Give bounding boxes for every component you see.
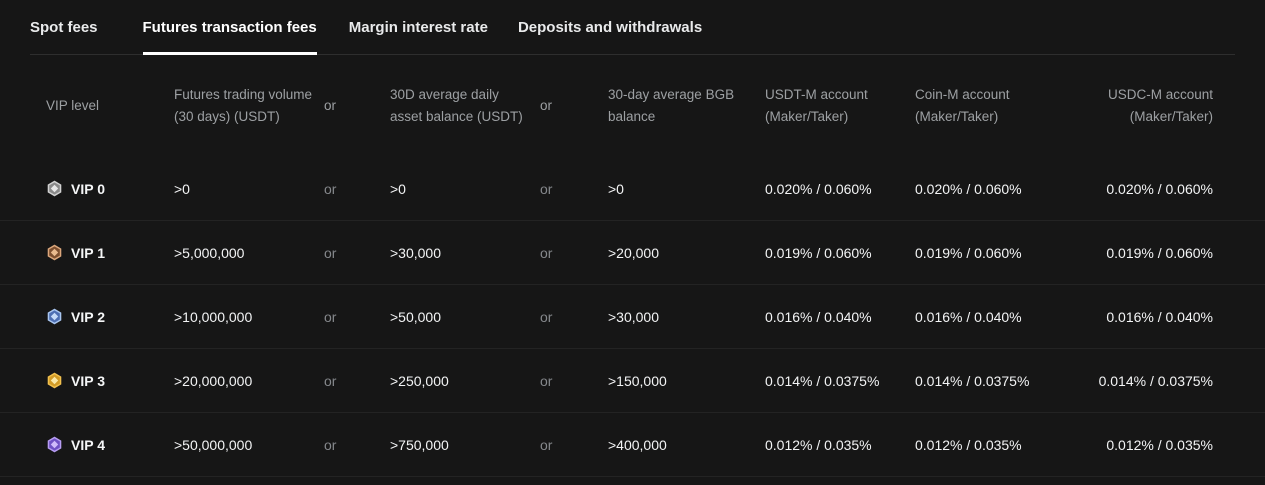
or-text: or <box>324 180 337 197</box>
vip-badge-icon <box>47 180 62 197</box>
usdtm-fee-value: 0.014% / 0.0375% <box>765 372 880 389</box>
bgb-balance-value: >0 <box>608 180 624 197</box>
usdcm-fee-value: 0.016% / 0.040% <box>1106 308 1213 325</box>
header-vip-level: VIP level <box>46 98 100 113</box>
table-row: VIP 4 >50,000,000 or >750,000 or >400,00… <box>0 413 1265 477</box>
asset-balance-value: >30,000 <box>390 244 441 261</box>
header-usdcm-account: USDC-M account (Maker/Taker) <box>1107 87 1213 124</box>
vip-tier-label: VIP 1 <box>71 244 105 261</box>
vip-tier-cell: VIP 4 <box>46 436 174 453</box>
vip-tier-cell: VIP 1 <box>46 244 174 261</box>
vip-tier-label: VIP 2 <box>71 308 105 325</box>
fees-tab-bar: Spot fees Futures transaction fees Margi… <box>0 0 1265 55</box>
vip-badge-icon <box>47 436 62 453</box>
tab-label: Futures transaction fees <box>142 19 317 36</box>
fees-table-body: VIP 0 >0 or >0 or >0 0.020% / 0.060% 0.0… <box>0 157 1265 477</box>
tab-label: Margin interest rate <box>348 19 488 36</box>
table-row: VIP 0 >0 or >0 or >0 0.020% / 0.060% 0.0… <box>0 157 1265 221</box>
or-text: or <box>540 180 553 197</box>
usdtm-fee-value: 0.016% / 0.040% <box>765 308 872 325</box>
tab-spot-fees[interactable]: Spot fees <box>30 0 98 55</box>
table-row: VIP 1 >5,000,000 or >30,000 or >20,000 0… <box>0 221 1265 285</box>
coinm-fee-value: 0.016% / 0.040% <box>915 308 1022 325</box>
usdcm-fee-value: 0.012% / 0.035% <box>1106 436 1213 453</box>
asset-balance-value: >50,000 <box>390 308 441 325</box>
vip-tier-label: VIP 4 <box>71 436 105 453</box>
table-row: VIP 2 >10,000,000 or >50,000 or >30,000 … <box>0 285 1265 349</box>
futures-volume-value: >20,000,000 <box>174 372 253 389</box>
tab-margin-interest-rate[interactable]: Margin interest rate <box>349 0 488 55</box>
vip-tier-label: VIP 0 <box>71 180 105 197</box>
vip-tier-cell: VIP 3 <box>46 372 174 389</box>
asset-balance-value: >0 <box>390 180 406 197</box>
vip-tier-cell: VIP 2 <box>46 308 174 325</box>
bgb-balance-value: >30,000 <box>608 308 659 325</box>
or-text: or <box>540 244 553 261</box>
table-row: VIP 3 >20,000,000 or >250,000 or >150,00… <box>0 349 1265 413</box>
header-30d-average-asset-balance: 30D average daily asset balance (USDT) <box>390 87 523 124</box>
coinm-fee-value: 0.012% / 0.035% <box>915 436 1022 453</box>
or-text: or <box>324 308 337 325</box>
asset-balance-value: >250,000 <box>390 372 449 389</box>
vip-badge-icon <box>47 244 62 261</box>
vip-badge-icon <box>47 308 62 325</box>
tab-deposits-and-withdrawals[interactable]: Deposits and withdrawals <box>518 0 702 55</box>
or-text: or <box>324 436 337 453</box>
bgb-balance-value: >150,000 <box>608 372 667 389</box>
bgb-balance-value: >20,000 <box>608 244 659 261</box>
active-tab-underline <box>142 52 317 55</box>
header-futures-trading-volume: Futures trading volume (30 days) (USDT) <box>174 87 313 124</box>
vip-tier-label: VIP 3 <box>71 372 105 389</box>
or-text: or <box>324 372 337 389</box>
asset-balance-value: >750,000 <box>390 436 449 453</box>
or-text: or <box>540 436 553 453</box>
header-or-2: or <box>540 98 553 113</box>
coinm-fee-value: 0.019% / 0.060% <box>915 244 1022 261</box>
usdcm-fee-value: 0.014% / 0.0375% <box>1098 372 1213 389</box>
futures-volume-value: >50,000,000 <box>174 436 253 453</box>
header-or-1: or <box>324 98 337 113</box>
vip-tier-cell: VIP 0 <box>46 180 174 197</box>
or-text: or <box>540 308 553 325</box>
coinm-fee-value: 0.014% / 0.0375% <box>915 372 1030 389</box>
tab-label: Spot fees <box>30 19 98 36</box>
or-text: or <box>324 244 337 261</box>
usdcm-fee-value: 0.020% / 0.060% <box>1106 180 1213 197</box>
or-text: or <box>540 372 553 389</box>
usdcm-fee-value: 0.019% / 0.060% <box>1106 244 1213 261</box>
header-30d-average-bgb-balance: 30-day average BGB balance <box>608 87 735 124</box>
vip-badge-icon <box>47 372 62 389</box>
header-usdtm-account: USDT-M account (Maker/Taker) <box>765 87 868 124</box>
futures-volume-value: >10,000,000 <box>174 308 253 325</box>
fees-table-header: VIP level Futures trading volume (30 day… <box>0 55 1265 157</box>
header-coinm-account: Coin-M account (Maker/Taker) <box>915 87 1010 124</box>
tab-futures-transaction-fees[interactable]: Futures transaction fees <box>142 0 317 55</box>
bgb-balance-value: >400,000 <box>608 436 667 453</box>
usdtm-fee-value: 0.012% / 0.035% <box>765 436 872 453</box>
futures-volume-value: >0 <box>174 180 190 197</box>
coinm-fee-value: 0.020% / 0.060% <box>915 180 1022 197</box>
usdtm-fee-value: 0.020% / 0.060% <box>765 180 872 197</box>
futures-volume-value: >5,000,000 <box>174 244 245 261</box>
usdtm-fee-value: 0.019% / 0.060% <box>765 244 872 261</box>
tab-label: Deposits and withdrawals <box>517 19 703 36</box>
